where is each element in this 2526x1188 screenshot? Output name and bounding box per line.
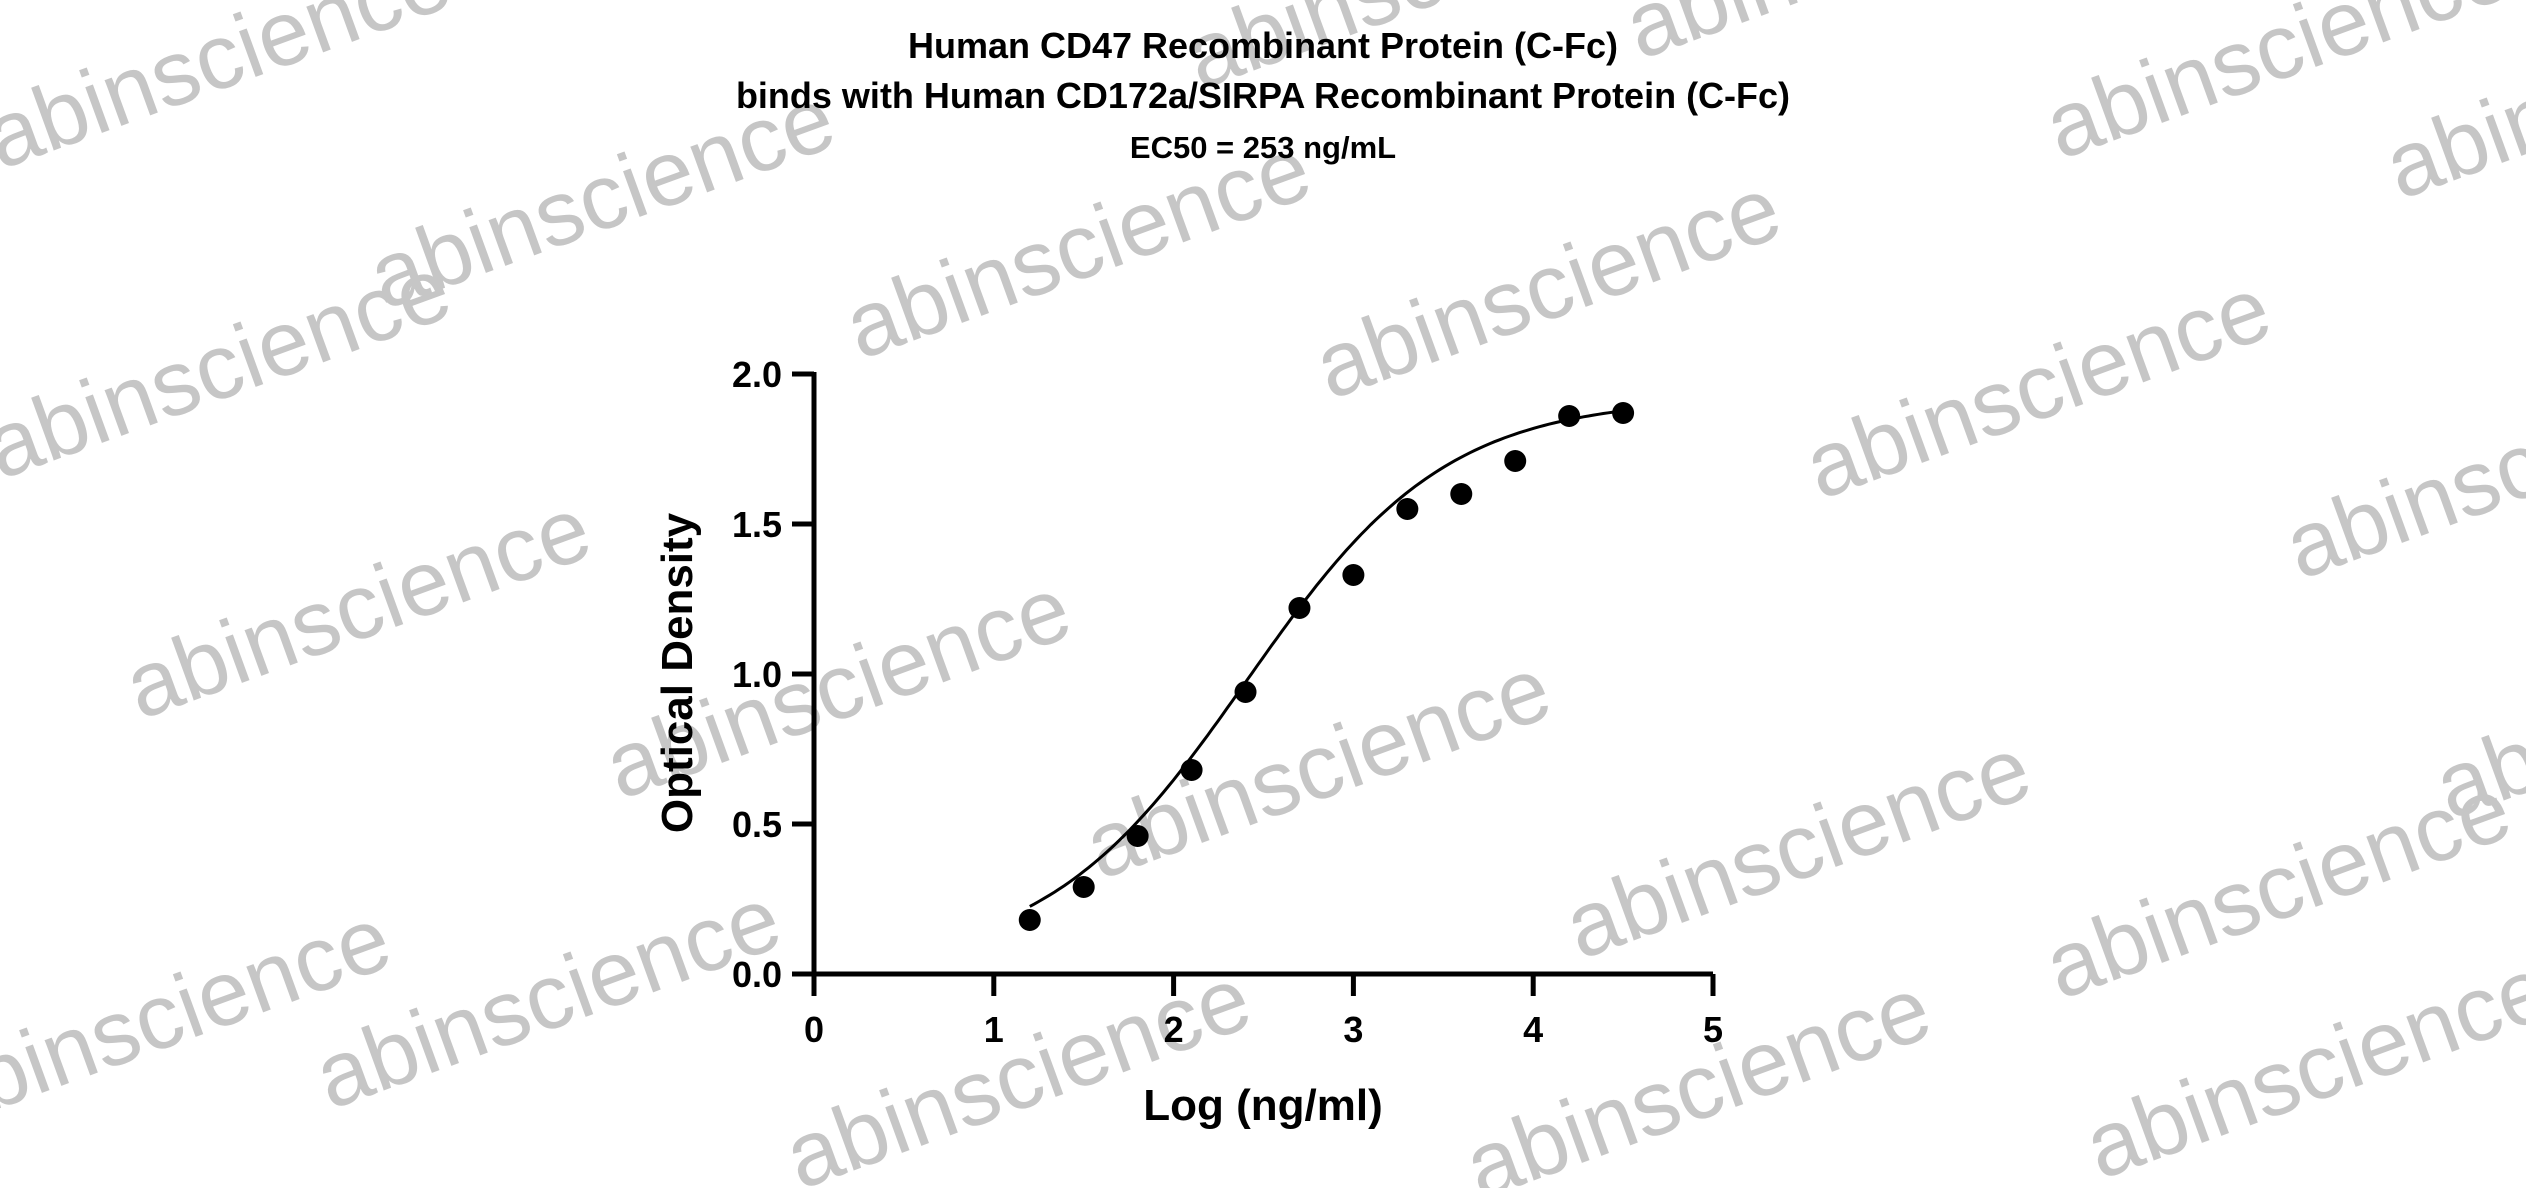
- data-point: [1126, 825, 1149, 847]
- watermark-text: abinscience: [0, 0, 463, 189]
- data-point: [1018, 909, 1041, 931]
- watermark-text: abinscience: [2272, 337, 2526, 599]
- y-tick-label: 1.5: [732, 504, 782, 545]
- watermark-text: abinscience: [1552, 717, 2043, 979]
- watermark-text: abinscience: [0, 237, 463, 499]
- y-tick-label: 0.0: [732, 954, 782, 995]
- data-point: [1180, 759, 1203, 781]
- data-point: [1504, 450, 1527, 472]
- data-points: [1018, 402, 1635, 931]
- watermark-text: abinscience: [1302, 157, 1793, 419]
- y-tick-label: 2.0: [732, 354, 782, 395]
- watermark-text: abinscience: [112, 477, 603, 739]
- chart-subtitle: EC50 = 253 ng/mL: [1130, 130, 1396, 165]
- watermark-text: abinscience: [772, 947, 1263, 1188]
- data-point: [1450, 483, 1473, 505]
- data-point: [1612, 402, 1635, 424]
- x-axis-label: Log (ng/ml): [1143, 1081, 1383, 1130]
- chart-title-line-1: Human CD47 Recombinant Protein (C-Fc): [908, 25, 1618, 66]
- data-point: [1234, 681, 1257, 703]
- data-point: [1558, 405, 1581, 427]
- axes: 0 1 2 3 4 5 0.0 0.5 1.0 1.5 2.0: [732, 354, 1723, 1050]
- watermark-text: abinscience: [1072, 637, 1563, 899]
- x-tick-label: 4: [1523, 1009, 1543, 1050]
- x-tick-label: 3: [1343, 1009, 1363, 1050]
- y-tick-label: 0.5: [732, 804, 782, 845]
- x-tick-label: 0: [804, 1009, 824, 1050]
- x-tick-label: 2: [1164, 1009, 1184, 1050]
- y-axis-label: Optical Density: [653, 512, 702, 833]
- chart-title-line-2: binds with Human CD172a/SIRPA Recombinan…: [736, 75, 1790, 116]
- watermark-text: abinscience: [1612, 0, 2103, 79]
- x-tick-label: 5: [1703, 1009, 1723, 1050]
- data-point: [1396, 498, 1419, 520]
- data-point: [1342, 564, 1365, 586]
- x-tick-label: 1: [984, 1009, 1004, 1050]
- y-tick-label: 1.0: [732, 654, 782, 695]
- data-point: [1072, 876, 1095, 898]
- watermark-text: abinscience: [1792, 257, 2283, 519]
- watermark-text: abinscience: [1452, 957, 1943, 1188]
- data-point: [1288, 597, 1311, 619]
- watermark-text: abinscience: [302, 867, 793, 1129]
